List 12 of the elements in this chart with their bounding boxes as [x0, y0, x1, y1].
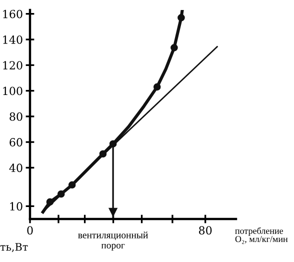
y-tick-label: 160 [3, 10, 22, 18]
y-tick-label: 10 [10, 202, 22, 211]
y-axis-title: ть,Вт [0, 243, 28, 252]
y-tick-label: 40 [9, 164, 22, 172]
y-tick-label: 80 [10, 112, 22, 121]
y-tick-label: 100 [3, 86, 22, 96]
y-tick-label: 60 [10, 138, 22, 146]
ref-line-label: вентиляционный порог [78, 232, 148, 250]
x-tick-label: 0 [27, 226, 33, 235]
y-tick-label: 120 [3, 61, 22, 70]
y-tick-label: 140 [3, 35, 22, 44]
x-axis-title: потребление O₂, мл/кг/мин [235, 227, 288, 244]
